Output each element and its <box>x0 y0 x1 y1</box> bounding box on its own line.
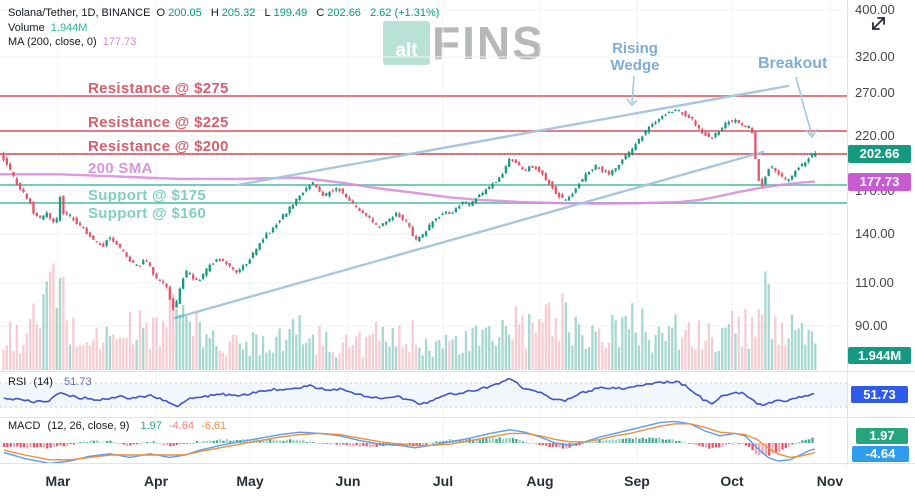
ohlc-low: L 199.49 <box>264 7 308 19</box>
month-label: Apr <box>143 473 169 489</box>
volume-value-badge: 1.944M <box>848 347 911 364</box>
macd-name: MACD (12, 26, close, 9) <box>8 420 130 432</box>
time-axis[interactable]: Mar Apr May Jun Jul Aug Sep Oct Nov <box>0 465 915 498</box>
volume-label: Volume <box>8 21 45 34</box>
price-change: 2.62 (+1.31%) <box>370 7 440 19</box>
sma-200-label[interactable]: 200 SMA <box>88 160 153 177</box>
price-tick: 400.00 <box>855 2 895 17</box>
rsi-name: RSI (14) <box>8 376 53 388</box>
month-label: Sep <box>624 473 650 489</box>
month-label: Nov <box>816 473 844 489</box>
altfins-logo-alt-box: alt <box>383 21 430 65</box>
symbol-legend-row-ma: MA (200, close, 0) 177.73 <box>8 35 442 50</box>
price-tick: 220.00 <box>855 128 895 143</box>
month-label: May <box>236 473 264 489</box>
volume-value: 1.944M <box>50 21 88 34</box>
month-label: Jul <box>432 473 454 489</box>
symbol-legend[interactable]: Solana/Tether, 1D, BINANCE O 200.05 H 205.… <box>8 6 442 50</box>
month-label: Aug <box>526 473 554 489</box>
macd-signal-value: -6.61 <box>201 420 227 432</box>
rising-wedge-annotation[interactable]: Rising Wedge <box>610 40 660 74</box>
ohlc-open: O 200.05 <box>156 7 202 19</box>
ma-label: MA (200, close, 0) <box>8 36 97 48</box>
altfins-logo-fins-text: FINS <box>432 17 545 69</box>
last-price-badge: 202.66 <box>848 145 911 163</box>
signal-value-badge: -4.64 <box>852 446 909 462</box>
price-tick: 270.00 <box>855 85 895 100</box>
maximize-icon[interactable] <box>864 12 890 38</box>
ohlc-high: H 205.32 <box>210 7 256 19</box>
resistance-200-label[interactable]: Resistance @ $200 <box>88 138 229 155</box>
ma-value-badge: 177.73 <box>848 173 911 191</box>
ohlc-close: C 202.66 <box>316 7 361 19</box>
symbol-title: Solana/Tether, 1D, BINANCE <box>8 7 151 19</box>
month-label: Oct <box>720 473 744 489</box>
macd-legend[interactable]: MACD (12, 26, close, 9) 1.97 -4.64 -6.61 <box>8 420 230 432</box>
resistance-225-label[interactable]: Resistance @ $225 <box>88 114 229 131</box>
symbol-legend-row-main: Solana/Tether, 1D, BINANCE O 200.05 H 205.… <box>8 6 442 21</box>
price-tick: 90.00 <box>855 318 888 333</box>
breakout-annotation[interactable]: Breakout <box>758 55 828 72</box>
price-tick: 320.00 <box>855 49 895 64</box>
price-tick: 140.00 <box>855 226 895 241</box>
altfins-logo: alt FINS <box>383 17 545 69</box>
price-tick: 110.00 <box>855 275 894 290</box>
support-175-label[interactable]: Support @ $175 <box>88 187 207 204</box>
resistance-275-label[interactable]: Resistance @ $275 <box>88 80 229 97</box>
month-label: Mar <box>45 473 71 489</box>
macd-value-badge: 1.97 <box>856 428 908 444</box>
rsi-value-badge: 51.73 <box>851 386 908 403</box>
rsi-legend[interactable]: RSI (14) 51.73 <box>8 376 96 388</box>
ma-value: 177.73 <box>102 36 137 48</box>
symbol-legend-row-volume: Volume 1.944M <box>8 21 442 36</box>
macd-line-value: -4.64 <box>168 420 195 432</box>
rsi-value: 51.73 <box>64 376 92 388</box>
macd-hist-value: 1.97 <box>140 420 162 432</box>
month-label: Jun <box>335 473 361 489</box>
support-160-label[interactable]: Support @ $160 <box>88 205 207 222</box>
